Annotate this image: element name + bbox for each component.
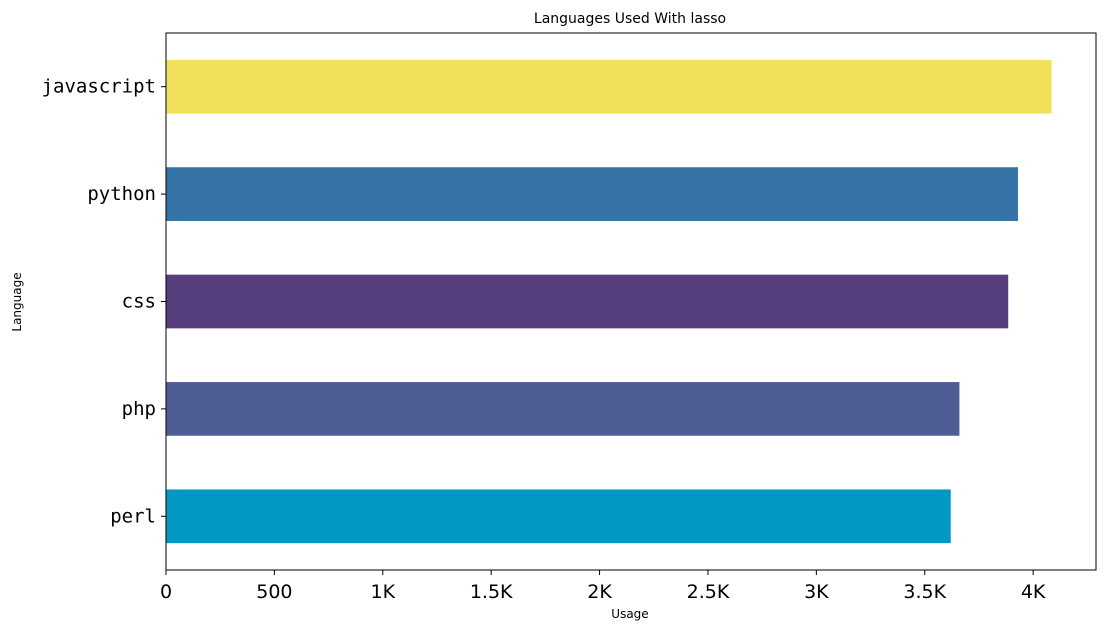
x-tick-label: 2.5K xyxy=(687,581,730,603)
bar-css xyxy=(166,274,1009,329)
x-tick-label: 0 xyxy=(160,581,172,603)
bar-php xyxy=(166,382,960,436)
y-tick-label-css: css xyxy=(122,291,156,313)
x-tick-label: 3.5K xyxy=(903,581,946,603)
x-axis-label: Usage xyxy=(611,607,648,621)
x-tick-label: 2K xyxy=(587,581,612,603)
x-tick-label: 500 xyxy=(256,581,292,603)
x-axis: 0 500 1K 1.5K 2K 2.5K 3K 3.5K 4K xyxy=(160,570,1046,603)
y-axis-label: Language xyxy=(10,272,24,331)
x-tick-label: 3K xyxy=(804,581,829,603)
x-tick-label: 1.5K xyxy=(470,581,513,603)
bar-javascript xyxy=(166,59,1052,114)
y-tick-label-python: python xyxy=(87,183,156,205)
chart-title: Languages Used With lasso xyxy=(534,11,726,27)
x-tick-label: 4K xyxy=(1021,581,1046,603)
y-tick-label-php: php xyxy=(122,398,156,420)
bar-perl xyxy=(166,489,951,544)
y-tick-label-perl: perl xyxy=(110,505,156,527)
y-axis: javascript python css php perl xyxy=(42,76,166,527)
bars-group xyxy=(166,59,1052,544)
x-tick-label: 1K xyxy=(371,581,396,603)
bar-python xyxy=(166,167,1018,221)
y-tick-label-javascript: javascript xyxy=(42,76,156,98)
